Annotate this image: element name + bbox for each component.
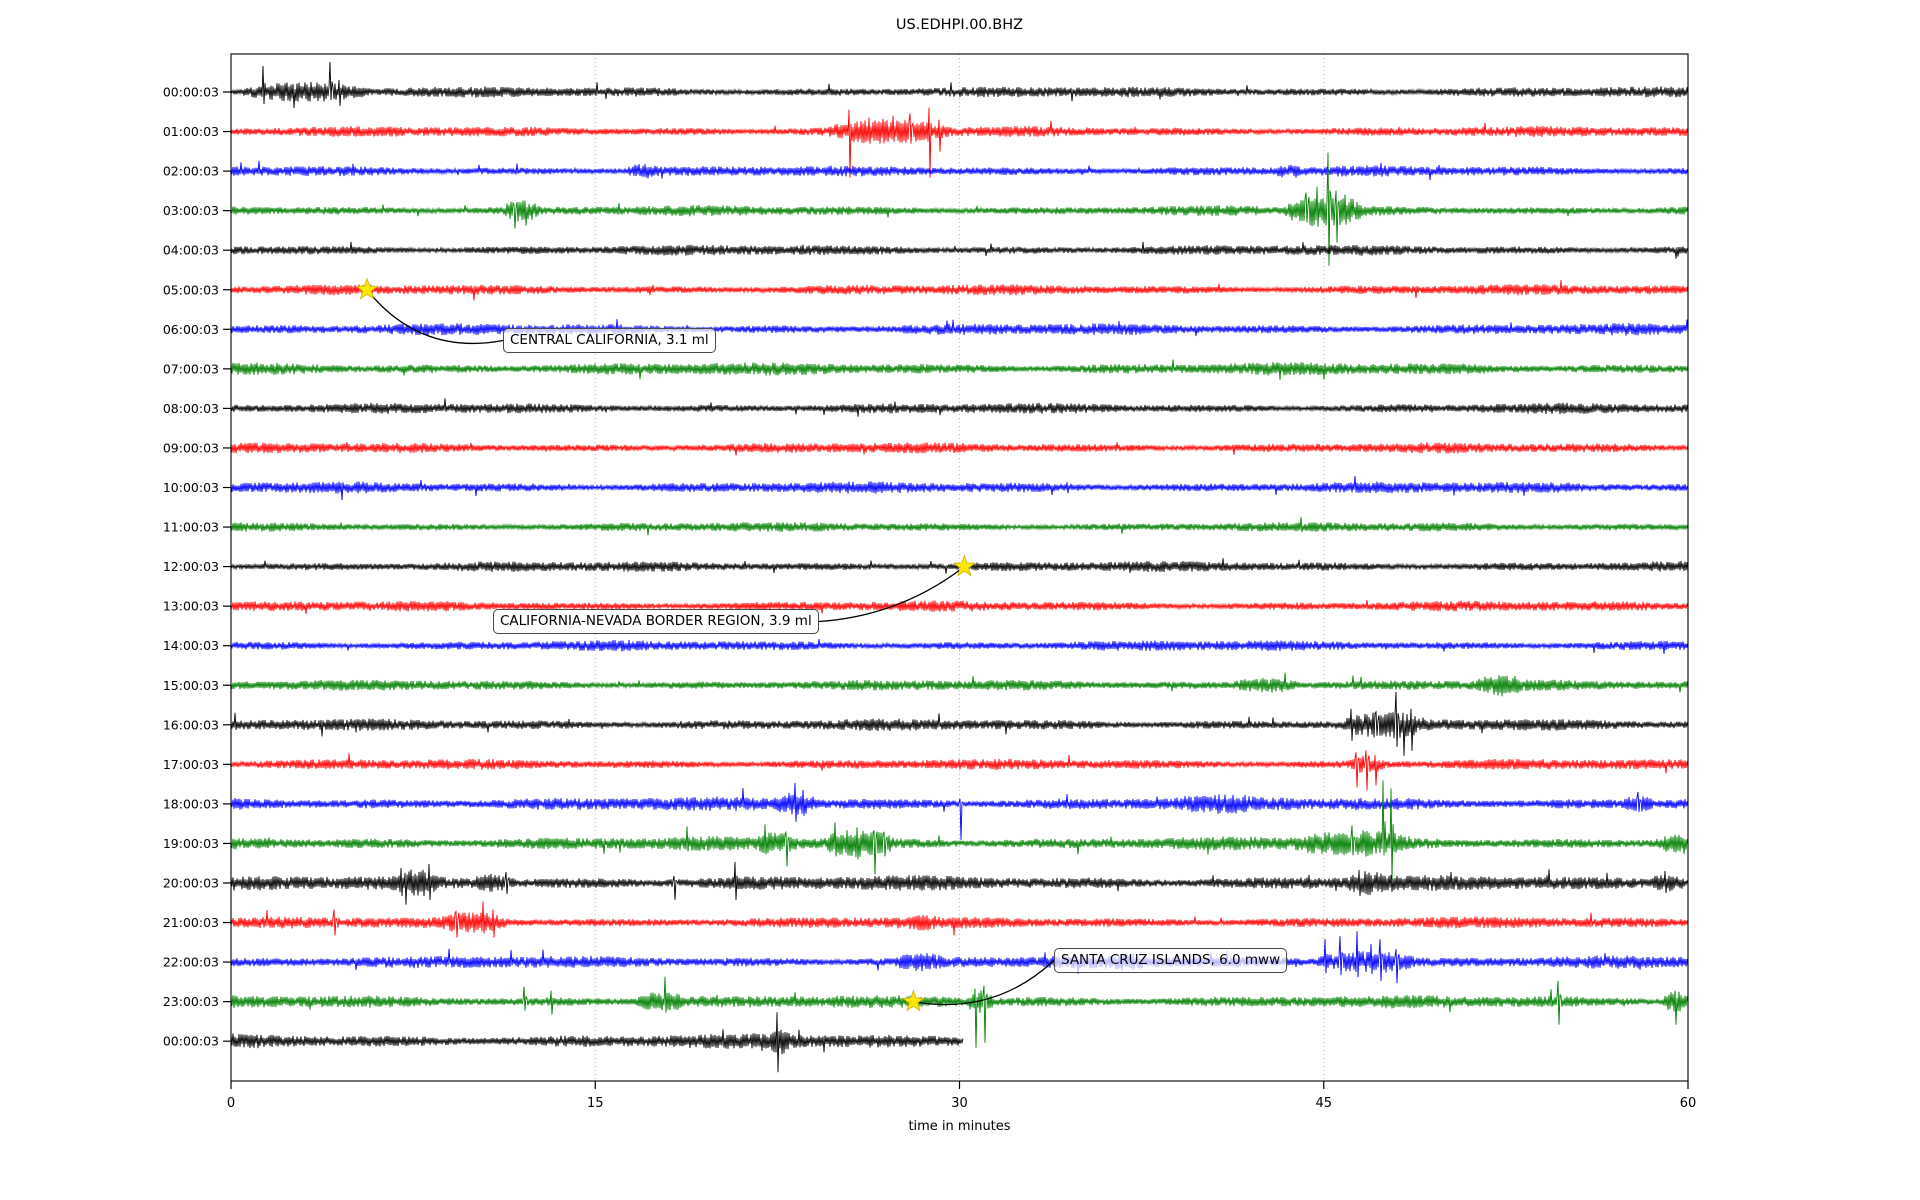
row-label-18: 18:00:03 (163, 796, 219, 811)
row-label-10: 10:00:03 (163, 480, 219, 495)
event-star-0 (355, 277, 379, 300)
trace-row-17 (230, 750, 1689, 791)
row-label-4: 04:00:03 (163, 243, 219, 258)
row-label-16: 16:00:03 (163, 717, 219, 732)
trace-row-18 (230, 782, 1689, 840)
trace-row-20 (230, 861, 1689, 905)
x-tick-label-15: 15 (587, 1096, 604, 1111)
row-label-11: 11:00:03 (163, 520, 219, 535)
trace-row-8 (230, 398, 1689, 417)
row-label-2: 02:00:03 (163, 164, 219, 179)
row-label-12: 12:00:03 (163, 559, 219, 574)
annotation-california-nevada: CALIFORNIA-NEVADA BORDER REGION, 3.9 ml (493, 609, 819, 635)
row-label-22: 22:00:03 (163, 955, 219, 970)
trace-row-2 (230, 160, 1689, 181)
trace-row-16 (230, 691, 1689, 756)
event-star-1 (952, 554, 976, 577)
trace-row-15 (230, 672, 1689, 697)
row-label-20: 20:00:03 (163, 876, 219, 891)
trace-row-10 (230, 475, 1689, 501)
annotation-arrow-1 (818, 566, 965, 623)
annotation-arrow-2 (913, 960, 1055, 1006)
x-axis-label: time in minutes (908, 1119, 1011, 1134)
row-label-9: 09:00:03 (163, 440, 219, 455)
annotation-central-california: CENTRAL CALIFORNIA, 3.1 ml (503, 328, 716, 354)
trace-row-0 (230, 61, 1689, 109)
row-label-7: 07:00:03 (163, 361, 219, 376)
annotation-arrow-0 (366, 289, 504, 344)
row-label-17: 17:00:03 (163, 757, 219, 772)
trace-row-11 (230, 517, 1689, 536)
row-label-14: 14:00:03 (163, 638, 219, 653)
row-label-24: 00:00:03 (163, 1034, 219, 1049)
trace-row-6 (230, 319, 1689, 337)
trace-row-5 (230, 279, 1689, 301)
row-label-8: 08:00:03 (163, 401, 219, 416)
trace-row-13 (230, 600, 1689, 614)
trace-row-19 (230, 780, 1689, 880)
row-label-6: 06:00:03 (163, 322, 219, 337)
x-tick-label-60: 60 (1680, 1096, 1697, 1111)
row-label-5: 05:00:03 (163, 282, 219, 297)
trace-row-23 (230, 976, 1689, 1048)
trace-row-14 (230, 639, 1689, 654)
row-label-19: 19:00:03 (163, 836, 219, 851)
trace-row-9 (230, 442, 1689, 456)
trace-row-4 (230, 241, 1689, 259)
x-tick-label-45: 45 (1315, 1096, 1332, 1111)
trace-row-1 (230, 107, 1689, 178)
trace-row-3 (230, 152, 1689, 266)
trace-row-24 (230, 1012, 964, 1073)
row-label-15: 15:00:03 (163, 678, 219, 693)
row-label-1: 01:00:03 (163, 124, 219, 139)
row-label-3: 03:00:03 (163, 203, 219, 218)
event-star-2 (901, 989, 925, 1012)
row-label-0: 00:00:03 (163, 85, 219, 100)
x-tick-label-0: 0 (227, 1096, 235, 1111)
trace-row-21 (230, 901, 1689, 938)
trace-row-7 (230, 359, 1689, 380)
annotation-santa-cruz: SANTA CRUZ ISLANDS, 6.0 mww (1054, 948, 1288, 974)
x-tick-label-30: 30 (951, 1096, 968, 1111)
row-label-23: 23:00:03 (163, 994, 219, 1009)
row-label-21: 21:00:03 (163, 915, 219, 930)
trace-row-22 (230, 931, 1689, 984)
plot-title: US.EDHPI.00.BHZ (895, 17, 1024, 33)
row-label-13: 13:00:03 (163, 599, 219, 614)
